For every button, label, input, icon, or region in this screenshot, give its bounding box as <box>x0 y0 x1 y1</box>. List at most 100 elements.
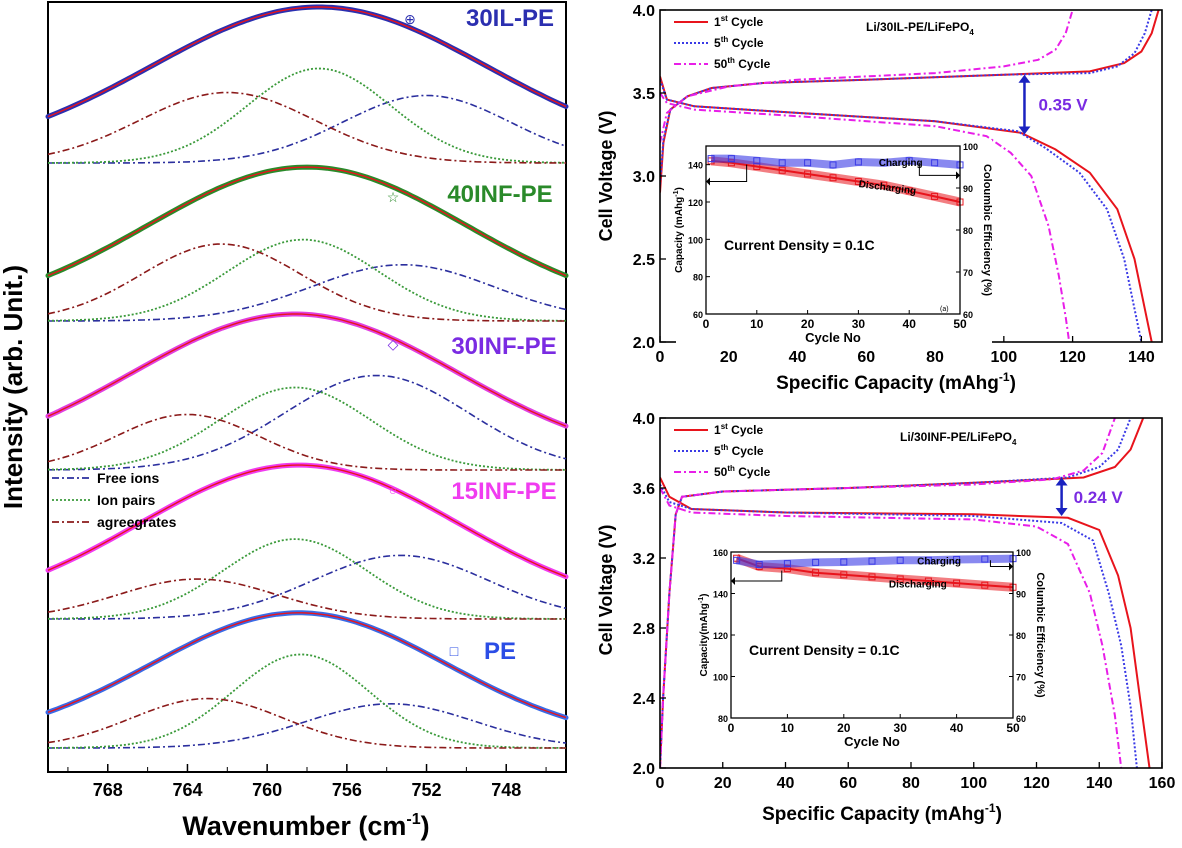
bottom-chart-title-main: Li/30INF-PE/LiFePO <box>900 430 1012 444</box>
y-tick-label: 2.0 <box>633 335 655 352</box>
voltage-gap-label: 0.35 V <box>1038 96 1088 115</box>
inset-y-axis-label-sup: -1 <box>673 190 680 196</box>
x-tick-label: 40 <box>777 775 795 792</box>
inset-y2-axis-label: Columbic Efficiency (%) <box>1034 572 1046 698</box>
aggregates-curve <box>47 413 566 471</box>
top-y-axis-label: Cell Voltage (V) <box>596 111 616 242</box>
efficiency-point <box>804 159 812 167</box>
top-chart-title: Li/30IL-PE/LiFePO4 <box>866 20 974 37</box>
efficiency-point <box>924 556 932 564</box>
legend-label-text: Cycle <box>728 15 764 29</box>
inset-x-tick-label: 0 <box>728 721 735 735</box>
raman-panel: 40INF-PE ☆ <box>45 164 569 322</box>
inset-y2-tick-label: 90 <box>963 184 973 194</box>
inset-y2-tick-label: 60 <box>1016 714 1026 724</box>
legend-label-sup: th <box>721 443 729 452</box>
legend-label-text: Cycle <box>735 465 771 479</box>
bottom-chart-title-sub: 4 <box>1012 438 1017 447</box>
inset-y2-tick-label: 90 <box>1016 590 1026 600</box>
inset-y-axis-label-sup: -1 <box>698 597 705 603</box>
inset-y-axis-label: Capacity (mAhg-1) <box>673 187 685 273</box>
raman-y-axis-label: Intensity (arb. Unit.) <box>0 265 28 509</box>
efficiency-band <box>735 554 1014 569</box>
efficiency-point <box>840 558 848 566</box>
inset-y-axis-label-close: ) <box>699 594 710 597</box>
x-tick-label: 764 <box>172 780 202 800</box>
x-tick-label: 120 <box>1023 775 1050 792</box>
x-tick-label: 20 <box>714 775 732 792</box>
inset-y2-tick-label: 70 <box>963 268 973 278</box>
efficiency-point <box>783 560 791 568</box>
x-tick-label: 120 <box>1059 349 1086 366</box>
inset-x-tick-label: 20 <box>837 721 851 735</box>
top-x-axis-label-sup: -1 <box>999 370 1010 384</box>
legend-label-num: 1 <box>714 15 721 29</box>
free-ions-curve <box>48 264 567 322</box>
inset-y-axis-label: Capacity(mAhg-1) <box>698 594 710 677</box>
inset-chart: 0 10 20 30 40 50 80 100 120 140 160 60 70 80 90 100 Cycl… <box>698 546 1046 749</box>
free-ions-curve <box>48 702 567 749</box>
legend-label-sup: th <box>727 464 735 473</box>
aggregates-curve <box>47 697 566 749</box>
series-group <box>660 418 1151 768</box>
efficiency-point <box>981 555 989 563</box>
capacity-point <box>931 192 939 200</box>
top-chart-title-sub: 4 <box>969 28 974 37</box>
x-tick-label: 60 <box>839 775 857 792</box>
capacity-point <box>981 581 989 589</box>
raman-panel: 30IL-PE ⊕ <box>45 4 569 164</box>
capacity-point <box>829 174 837 182</box>
inset-charging-label: Charging <box>879 158 923 169</box>
x-tick-label: 140 <box>1128 349 1155 366</box>
fit-curve <box>47 166 567 277</box>
legend-label-text: Cycle <box>728 36 764 50</box>
inset-discharging-label: Discharging <box>889 579 947 590</box>
fit-curve <box>47 313 567 427</box>
efficiency-point <box>812 558 820 566</box>
legend-label: 1st Cycle <box>714 14 763 29</box>
voltage-curve <box>660 10 1153 185</box>
inset-left-pointer <box>710 164 748 182</box>
x-tick-label: 756 <box>332 780 362 800</box>
capacity-line <box>711 159 961 203</box>
cycle-chart-top: Cell Voltage (V) Specific Capacity (mAhg… <box>596 3 1163 394</box>
inset-current-density: Current Density = 0.1C <box>724 237 875 253</box>
legend-label-num: 50 <box>714 57 728 71</box>
inset-y-tick-label: 100 <box>688 235 703 245</box>
ion-pairs-curve <box>48 238 566 322</box>
capacity-point <box>804 170 812 178</box>
measured-data-curve <box>45 610 569 721</box>
x-tick-label: 80 <box>902 775 920 792</box>
inset-x-axis-label: Cycle No <box>844 734 900 749</box>
x-tick-label: 80 <box>926 349 944 366</box>
legend-label: 50th Cycle <box>714 464 771 479</box>
inset-chart: 0 10 20 30 40 50608010012014060708090100Cycle… <box>673 140 993 345</box>
voltage-curve <box>660 484 1138 768</box>
top-x-axis-label: Specific Capacity (mAhg-1) <box>776 370 1016 394</box>
arrow-head-up-icon <box>1055 477 1068 486</box>
free-ions-curve <box>48 94 567 164</box>
inset-left-pointer <box>735 570 783 582</box>
voltage-curve <box>660 418 1116 768</box>
capacity-point <box>880 181 888 189</box>
legend-label-text: Cycle <box>728 444 764 458</box>
inset-y-axis-label-close: ) <box>674 187 685 190</box>
efficiency-point <box>707 155 715 163</box>
efficiency-point <box>931 159 939 167</box>
sample-label: 30INF-PE <box>451 333 556 360</box>
sample-label: 15INF-PE <box>451 478 556 505</box>
y-tick-label: 2.5 <box>633 252 655 269</box>
cycle-chart-bottom: Cell Voltage (V) Specific Capacity (mAhg… <box>596 411 1175 825</box>
inset-y2-axis-label: Coloumbic Efficiency (%) <box>981 164 993 296</box>
legend-label-num: 5 <box>714 36 721 50</box>
sample-label: 30IL-PE <box>466 5 554 32</box>
raman-panel: 15INF-PE ○ <box>45 462 569 620</box>
fit-curve <box>47 464 567 578</box>
bottom-x-axis-label: Specific Capacity (mAhg-1) <box>762 801 1002 825</box>
raman-x-axis-label-close: ) <box>421 811 430 841</box>
inset-y2-tick-label: 80 <box>963 226 973 236</box>
bottom-plot: 0 20 40 60 80 100 120 140 1602.02.42.83.23.64.01… <box>633 411 1176 792</box>
raman-panel: 30INF-PE ◇ <box>45 311 569 471</box>
